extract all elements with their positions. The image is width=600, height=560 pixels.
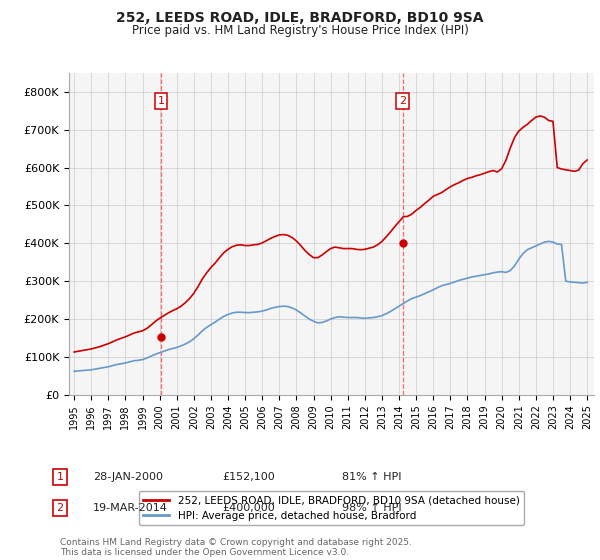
Text: £400,000: £400,000 <box>222 503 275 513</box>
Text: 28-JAN-2000: 28-JAN-2000 <box>93 472 163 482</box>
Text: Contains HM Land Registry data © Crown copyright and database right 2025.
This d: Contains HM Land Registry data © Crown c… <box>60 538 412 557</box>
Text: £152,100: £152,100 <box>222 472 275 482</box>
Text: 252, LEEDS ROAD, IDLE, BRADFORD, BD10 9SA: 252, LEEDS ROAD, IDLE, BRADFORD, BD10 9S… <box>116 11 484 25</box>
Text: Price paid vs. HM Land Registry's House Price Index (HPI): Price paid vs. HM Land Registry's House … <box>131 24 469 36</box>
Text: 1: 1 <box>56 472 64 482</box>
Text: 81% ↑ HPI: 81% ↑ HPI <box>342 472 401 482</box>
Text: 1: 1 <box>157 96 164 106</box>
Legend: 252, LEEDS ROAD, IDLE, BRADFORD, BD10 9SA (detached house), HPI: Average price, : 252, LEEDS ROAD, IDLE, BRADFORD, BD10 9S… <box>139 491 524 525</box>
Text: 98% ↑ HPI: 98% ↑ HPI <box>342 503 401 513</box>
Text: 2: 2 <box>56 503 64 513</box>
Text: 19-MAR-2014: 19-MAR-2014 <box>93 503 168 513</box>
Text: 2: 2 <box>399 96 406 106</box>
